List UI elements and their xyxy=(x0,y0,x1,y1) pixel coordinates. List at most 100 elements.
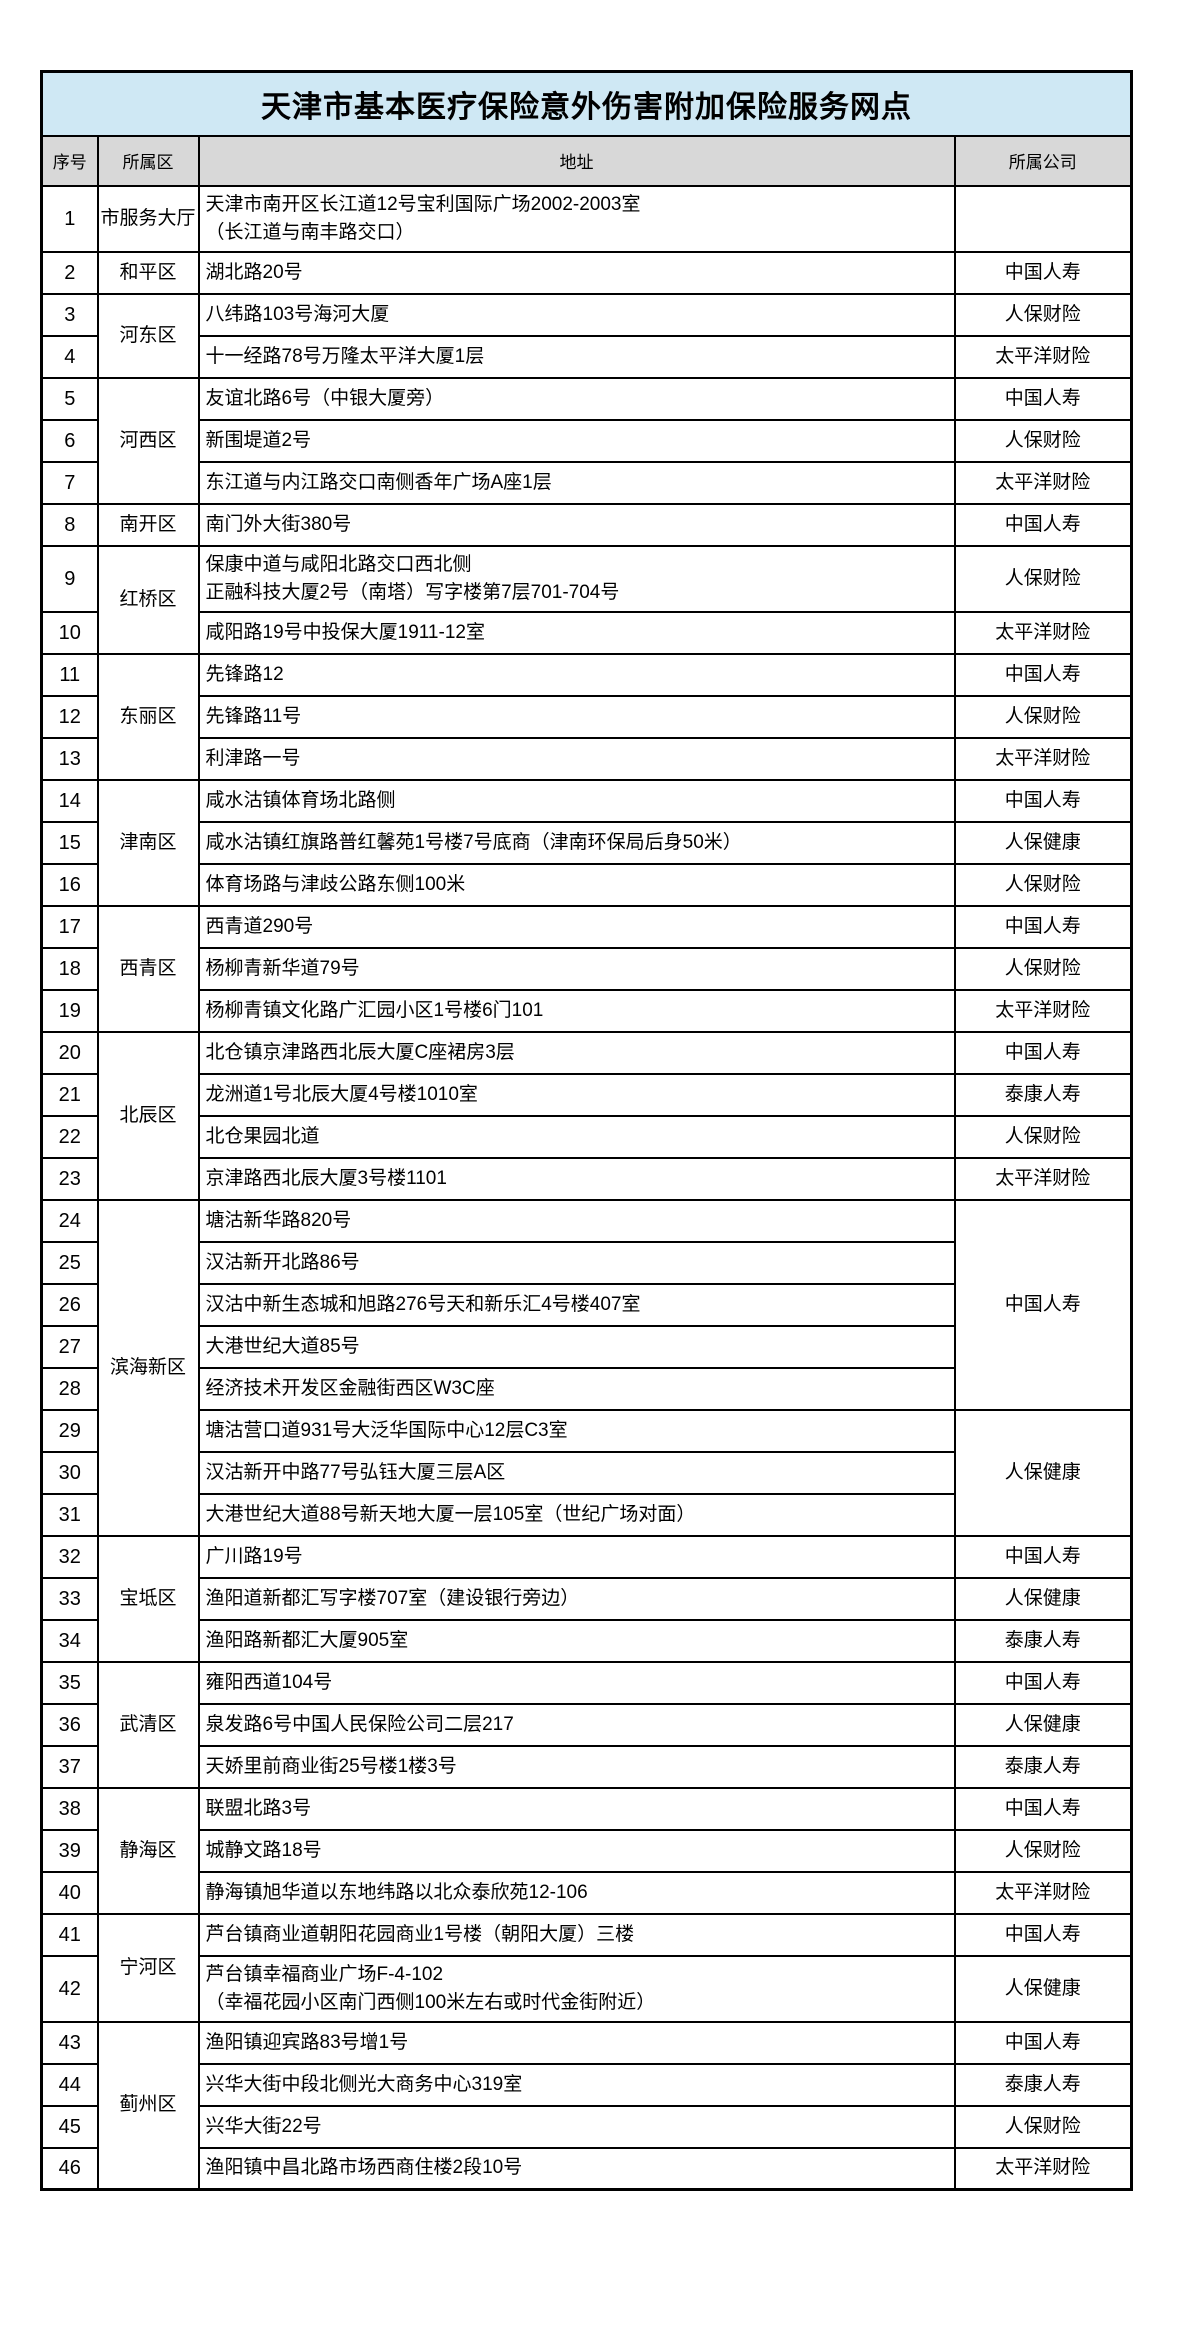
address-cell: 体育场路与津歧公路东侧100米 xyxy=(197,862,956,907)
district-cell: 市服务大厅 xyxy=(96,184,200,253)
address-cell: 城静文路18号 xyxy=(197,1828,956,1873)
district-cell: 和平区 xyxy=(96,250,200,295)
row-index-cell: 24 xyxy=(40,1198,99,1243)
address-cell: 芦台镇商业道朝阳花园商业1号楼（朝阳大厦）三楼 xyxy=(197,1912,956,1957)
row-index-cell: 39 xyxy=(40,1828,99,1873)
company-cell: 中国人寿 xyxy=(953,1786,1133,1831)
address-cell: 北仓镇京津路西北辰大厦C座裙房3层 xyxy=(197,1030,956,1075)
district-cell: 静海区 xyxy=(96,1786,200,1915)
address-cell: 十一经路78号万隆太平洋大厦1层 xyxy=(197,334,956,379)
company-cell: 中国人寿 xyxy=(953,1912,1133,1957)
row-index-cell: 46 xyxy=(40,2146,99,2191)
table-row: 36 泉发路6号中国人民保险公司二层217 人保健康 xyxy=(40,1702,1133,1747)
table-row: 8 南开区 南门外大街380号 中国人寿 xyxy=(40,502,1133,547)
table-row: 29 塘沽营口道931号大泛华国际中心12层C3室 人保健康 xyxy=(40,1408,1133,1537)
table-row: 45 兴华大街22号 人保财险 xyxy=(40,2104,1133,2149)
district-cell: 东丽区 xyxy=(96,652,200,781)
address-cell: 芦台镇幸福商业广场F-4-102 （幸福花园小区南门西侧100米左右或时代金街附… xyxy=(197,1954,956,2023)
company-cell: 人保财险 xyxy=(953,1114,1133,1159)
table-row: 27 大港世纪大道85号 xyxy=(40,1324,1132,1369)
row-index-cell: 41 xyxy=(40,1912,99,1957)
column-header-address: 地址 xyxy=(197,134,956,187)
row-index-cell: 34 xyxy=(40,1618,99,1663)
row-index-cell: 43 xyxy=(40,2020,99,2065)
address-cell: 大港世纪大道88号新天地大厦一层105室（世纪广场对面） xyxy=(197,1492,956,1537)
table-row: 33 渔阳道新都汇写字楼707室（建设银行旁边） 人保健康 xyxy=(40,1576,1133,1621)
address-cell: 静海镇旭华道以东地纬路以北众泰欣苑12-106 xyxy=(197,1870,956,1915)
company-cell: 泰康人寿 xyxy=(953,1618,1133,1663)
row-index-cell: 36 xyxy=(40,1702,99,1747)
column-header-index: 序号 xyxy=(40,134,99,187)
table-header-row: 序号 所属区 地址 所属公司 xyxy=(40,134,1133,187)
table-row: 13 利津路一号 太平洋财险 xyxy=(40,736,1133,781)
address-cell: 雍阳西道104号 xyxy=(197,1660,956,1705)
address-cell: 渔阳镇迎宾路83号增1号 xyxy=(197,2020,956,2065)
district-cell: 南开区 xyxy=(96,502,200,547)
row-index-cell: 13 xyxy=(40,736,99,781)
address-cell: 咸水沽镇红旗路普红馨苑1号楼7号底商（津南环保局后身50米） xyxy=(197,820,956,865)
table-row: 12 先锋路11号 人保财险 xyxy=(40,694,1133,739)
company-cell: 人保健康 xyxy=(953,1576,1133,1621)
row-index-cell: 38 xyxy=(40,1786,99,1831)
row-index-cell: 26 xyxy=(40,1282,99,1327)
company-cell: 中国人寿 xyxy=(953,1534,1133,1579)
table-row: 41 宁河区 芦台镇商业道朝阳花园商业1号楼（朝阳大厦）三楼 中国人寿 xyxy=(40,1912,1133,2023)
company-cell: 中国人寿 xyxy=(953,376,1133,421)
address-cell: 渔阳路新都汇大厦905室 xyxy=(197,1618,956,1663)
address-cell: 杨柳青镇文化路广汇园小区1号楼6门101 xyxy=(197,988,956,1033)
row-index-cell: 11 xyxy=(40,652,99,697)
row-index-cell: 9 xyxy=(40,544,99,613)
district-cell: 滨海新区 xyxy=(96,1198,200,1537)
row-index-cell: 10 xyxy=(40,610,99,655)
row-index-cell: 18 xyxy=(40,946,99,991)
address-cell: 东江道与内江路交口南侧香年广场A座1层 xyxy=(197,460,956,505)
address-cell: 新围堤道2号 xyxy=(197,418,956,463)
table-row: 18 杨柳青新华道79号 人保财险 xyxy=(40,946,1133,991)
table-row: 7 东江道与内江路交口南侧香年广场A座1层 太平洋财险 xyxy=(40,460,1133,505)
table-row: 4 十一经路78号万隆太平洋大厦1层 太平洋财险 xyxy=(40,334,1133,379)
table-row: 32 宝坻区 广川路19号 中国人寿 xyxy=(40,1534,1133,1663)
address-cell: 汉沽新开中路77号弘钰大厦三层A区 xyxy=(197,1450,956,1495)
table-row: 34 渔阳路新都汇大厦905室 泰康人寿 xyxy=(40,1618,1133,1663)
row-index-cell: 2 xyxy=(40,250,99,295)
company-cell: 太平洋财险 xyxy=(953,736,1133,781)
address-cell: 兴华大街中段北侧光大商务中心319室 xyxy=(197,2062,956,2107)
row-index-cell: 17 xyxy=(40,904,99,949)
address-cell: 利津路一号 xyxy=(197,736,956,781)
table-row: 6 新围堤道2号 人保财险 xyxy=(40,418,1133,463)
address-cell: 渔阳镇中昌北路市场西商住楼2段10号 xyxy=(197,2146,956,2191)
table-row: 1 市服务大厅 天津市南开区长江道12号宝利国际广场2002-2003室 （长江道与… xyxy=(40,184,1133,253)
row-index-cell: 37 xyxy=(40,1744,99,1789)
company-cell: 太平洋财险 xyxy=(953,1870,1133,1915)
table-row: 21 龙洲道1号北辰大厦4号楼1010室 泰康人寿 xyxy=(40,1072,1133,1117)
company-cell: 泰康人寿 xyxy=(953,1072,1133,1117)
company-cell: 人保健康 xyxy=(953,1408,1133,1537)
table-row: 3 河东区 八纬路103号海河大厦 人保财险 xyxy=(40,292,1133,379)
page-title: 天津市基本医疗保险意外伤害附加保险服务网点 xyxy=(40,70,1133,137)
row-index-cell: 45 xyxy=(40,2104,99,2149)
row-index-cell: 35 xyxy=(40,1660,99,1705)
table-row: 40 静海镇旭华道以东地纬路以北众泰欣苑12-106 太平洋财险 xyxy=(40,1870,1133,1915)
company-cell: 中国人寿 xyxy=(953,1198,1133,1411)
company-cell: 太平洋财险 xyxy=(953,988,1133,1033)
address-cell: 杨柳青新华道79号 xyxy=(197,946,956,991)
district-cell: 河东区 xyxy=(96,292,200,379)
address-cell: 湖北路20号 xyxy=(197,250,956,295)
table-row: 25 汉沽新开北路86号 xyxy=(40,1240,1132,1285)
company-cell: 人保财险 xyxy=(953,418,1133,463)
table-row: 37 天娇里前商业街25号楼1楼3号 泰康人寿 xyxy=(40,1744,1133,1789)
row-index-cell: 12 xyxy=(40,694,99,739)
table-row: 20 北辰区 北仓镇京津路西北辰大厦C座裙房3层 中国人寿 xyxy=(40,1030,1133,1201)
table-row: 26 汉沽中新生态城和旭路276号天和新乐汇4号楼407室 xyxy=(40,1282,1132,1327)
row-index-cell: 3 xyxy=(40,292,99,337)
address-cell: 天娇里前商业街25号楼1楼3号 xyxy=(197,1744,956,1789)
address-cell: 兴华大街22号 xyxy=(197,2104,956,2149)
company-cell: 中国人寿 xyxy=(953,1030,1133,1075)
service-network-table: 天津市基本医疗保险意外伤害附加保险服务网点 序号 所属区 地址 所属公司 1 市服… xyxy=(40,70,1133,2191)
table-row: 31 大港世纪大道88号新天地大厦一层105室（世纪广场对面） xyxy=(40,1492,1132,1537)
address-cell: 京津路西北辰大厦3号楼1101 xyxy=(197,1156,956,1201)
company-cell: 中国人寿 xyxy=(953,1660,1133,1705)
address-cell: 泉发路6号中国人民保险公司二层217 xyxy=(197,1702,956,1747)
table-row: 46 渔阳镇中昌北路市场西商住楼2段10号 太平洋财险 xyxy=(40,2146,1133,2191)
